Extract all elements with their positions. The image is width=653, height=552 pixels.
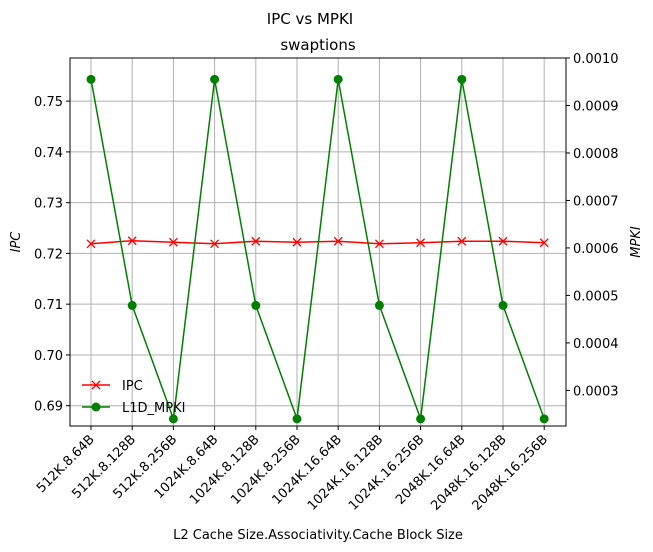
legend-label: L1D_MPKI bbox=[122, 401, 185, 416]
marker-stroke bbox=[210, 239, 220, 249]
y2-tick-label: 0.0007 bbox=[573, 194, 619, 209]
y-axis-label: IPC bbox=[9, 231, 24, 253]
data-point-l1d-mpki bbox=[416, 414, 426, 424]
data-point-ipc bbox=[168, 237, 178, 247]
x-tick-label: 1024K.16.256B bbox=[346, 432, 427, 513]
legend-marker bbox=[91, 402, 101, 412]
legend-item: L1D_MPKI bbox=[82, 401, 185, 416]
x-axis-label: L2 Cache Size.Associativity.Cache Block … bbox=[173, 528, 463, 543]
y2-tick-label: 0.0010 bbox=[573, 52, 619, 67]
data-point-l1d-mpki bbox=[539, 414, 549, 424]
y-tick-label: 0.74 bbox=[34, 146, 63, 161]
data-point-ipc bbox=[333, 236, 343, 246]
marker-stroke bbox=[251, 236, 261, 246]
data-point-l1d-mpki bbox=[251, 300, 261, 310]
x-tick-label: 1024K.16.128B bbox=[305, 432, 386, 513]
data-point-l1d-mpki bbox=[374, 300, 384, 310]
legend-label: IPC bbox=[122, 379, 143, 394]
y-tick-label: 0.70 bbox=[34, 349, 63, 364]
marker-stroke bbox=[539, 238, 549, 248]
y-axis-left: 0.69 0.70 0.71 0.72 0.73 0.74 0.75 bbox=[34, 95, 70, 415]
legend: IPC L1D_MPKI bbox=[82, 379, 185, 416]
y2-axis-label: MPKI bbox=[629, 226, 644, 258]
marker-stroke bbox=[292, 237, 302, 247]
data-point-ipc bbox=[457, 236, 467, 246]
grid bbox=[70, 58, 566, 426]
chart-suptitle: IPC vs MPKI bbox=[267, 10, 353, 28]
marker-stroke bbox=[498, 236, 508, 246]
y2-tick-label: 0.0004 bbox=[573, 337, 619, 352]
data-point-ipc bbox=[374, 239, 384, 249]
y-tick-label: 0.75 bbox=[34, 95, 63, 110]
data-point-ipc bbox=[86, 239, 96, 249]
y-tick-label: 0.73 bbox=[34, 197, 63, 212]
y2-tick-label: 0.0006 bbox=[573, 242, 619, 257]
data-point-ipc bbox=[539, 238, 549, 248]
data-point-l1d-mpki bbox=[498, 300, 508, 310]
y-tick-label: 0.69 bbox=[34, 400, 63, 415]
marker-stroke bbox=[416, 238, 426, 248]
y2-tick-label: 0.0009 bbox=[573, 99, 619, 114]
data-point-ipc bbox=[127, 236, 137, 246]
series-line-ipc bbox=[90, 239, 545, 245]
series-line-l1d-mpki bbox=[90, 79, 545, 420]
data-point-l1d-mpki bbox=[127, 300, 137, 310]
y-tick-label: 0.72 bbox=[34, 247, 63, 262]
marker-stroke bbox=[127, 236, 137, 246]
y-axis-right: 0.0003 0.0004 0.0005 0.0006 0.0007 0.0008 0.00… bbox=[566, 52, 619, 399]
marker-stroke bbox=[333, 236, 343, 246]
data-point-l1d-mpki bbox=[457, 74, 467, 84]
data-point-ipc bbox=[498, 236, 508, 246]
chart-title: swaptions bbox=[280, 36, 356, 54]
marker-stroke bbox=[86, 239, 96, 249]
data-point-l1d-mpki bbox=[333, 74, 343, 84]
y2-tick-label: 0.0005 bbox=[573, 289, 619, 304]
data-point-ipc bbox=[210, 239, 220, 249]
data-point-l1d-mpki bbox=[292, 414, 302, 424]
data-point-l1d-mpki bbox=[210, 74, 220, 84]
series-layer bbox=[86, 74, 549, 424]
plot-frame bbox=[69, 57, 567, 427]
marker-stroke bbox=[168, 237, 178, 247]
data-point-ipc bbox=[292, 237, 302, 247]
data-point-ipc bbox=[416, 238, 426, 248]
x-axis: 512K.8.64B512K.8.128B512K.8.256B1024K.8.… bbox=[34, 426, 551, 514]
y2-tick-label: 0.0003 bbox=[573, 384, 619, 399]
data-point-ipc bbox=[251, 236, 261, 246]
data-point-l1d-mpki bbox=[86, 74, 96, 84]
data-point-l1d-mpki bbox=[168, 414, 178, 424]
x-tick-label: 2048K.16.128B bbox=[428, 432, 509, 513]
y-tick-label: 0.71 bbox=[34, 298, 63, 313]
legend-marker bbox=[91, 380, 101, 390]
y2-tick-label: 0.0008 bbox=[573, 147, 619, 162]
marker-stroke bbox=[457, 236, 467, 246]
legend-item: IPC bbox=[82, 379, 143, 394]
x-tick-label: 2048K.16.256B bbox=[470, 432, 551, 513]
marker-stroke bbox=[374, 239, 384, 249]
